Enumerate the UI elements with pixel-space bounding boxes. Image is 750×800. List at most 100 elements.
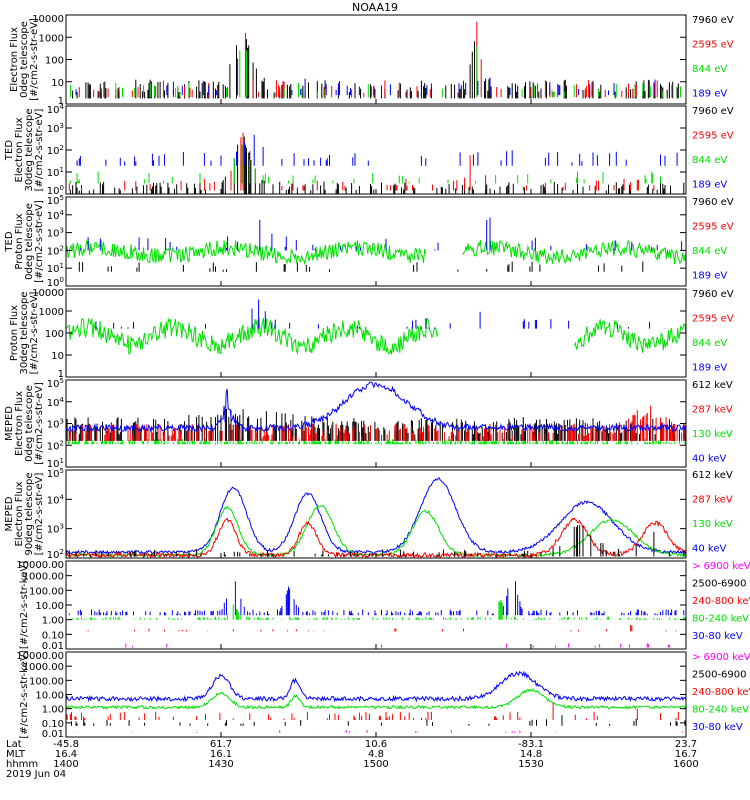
panel-3-ytick-label: 105 bbox=[47, 194, 64, 207]
panel-5-legend-entry: 287 keV bbox=[692, 405, 733, 416]
panel-7-legend-entry: > 6900 keV bbox=[692, 561, 750, 572]
panel-2-trace-3 bbox=[69, 144, 661, 184]
panel-1-legend-entry: 189 eV bbox=[692, 89, 727, 100]
panel-7-ytick-label: 0.10 bbox=[42, 630, 64, 641]
footer-row-label: Lat bbox=[6, 739, 22, 750]
panel-3-ylabel: Proton Flux bbox=[14, 213, 25, 269]
panel-4-legend-entry: 844 eV bbox=[692, 338, 727, 349]
panel-3-trace-2 bbox=[79, 217, 683, 251]
panel-6-ylabel: 90deg telescope bbox=[24, 472, 35, 555]
panel-8-ytick-label: 0.10 bbox=[42, 719, 64, 730]
panel-4-ytick-label: 1 bbox=[58, 369, 64, 380]
panel-5-traces bbox=[65, 381, 687, 445]
panel-5-ytick-label: 102 bbox=[47, 439, 64, 452]
panel-6-legend-entry: 40 keV bbox=[692, 544, 726, 555]
panel-8-ytick-label: 10.00 bbox=[35, 691, 64, 702]
panel-2-legend-entry: 7960 eV bbox=[692, 106, 734, 117]
panel-6-trace-2 bbox=[65, 504, 687, 558]
panel-6-traces bbox=[65, 476, 687, 559]
panel-4-ylabel: [#/cm2-s-str-eV] bbox=[29, 292, 40, 375]
footer-value: 16.4 bbox=[55, 749, 77, 760]
panel-3-frame bbox=[65, 196, 687, 287]
panel-8-trace-1 bbox=[65, 670, 687, 703]
panel-7-ytick-label: 100.00 bbox=[29, 586, 64, 597]
panel-1-ytick-label: 1 bbox=[58, 96, 64, 107]
panel-4-ylabel: Proton Flux bbox=[9, 305, 20, 361]
panel-8-trace-4 bbox=[71, 715, 686, 726]
panel-7-trace-2 bbox=[68, 581, 685, 616]
panel-8-ytick-label: 0.01 bbox=[42, 729, 64, 740]
panel-4-ylabel: 30deg telescope bbox=[19, 291, 30, 374]
panel-2-legend-entry: 2595 eV bbox=[692, 131, 734, 142]
panel-6-legend-entry: 130 keV bbox=[692, 519, 733, 530]
panel-6-frame bbox=[65, 469, 687, 559]
panel-5-ylabel: 0deg telescope bbox=[24, 385, 35, 462]
panel-6-legend-entry: 612 keV bbox=[692, 470, 733, 481]
panel-5-trace-3 bbox=[65, 405, 686, 441]
panel-7-frame bbox=[65, 560, 687, 650]
panel-8-legend-entry: 2500-6900 bbox=[692, 670, 747, 681]
panel-2-legend-entry: 844 eV bbox=[692, 155, 727, 166]
panel-2-legend-entry: 189 eV bbox=[692, 180, 727, 191]
footer-value: 61.7 bbox=[210, 739, 232, 750]
panel-2-ytick-label: 104 bbox=[47, 103, 65, 116]
panel-1-ylabel: Electron Flux bbox=[9, 27, 20, 92]
panel-3-ylabel: 0deg telescope bbox=[24, 203, 35, 280]
footer-value: 16.7 bbox=[675, 749, 697, 760]
panel-3-ytick-label: 102 bbox=[47, 244, 64, 257]
panel-3-trace-3 bbox=[78, 261, 644, 272]
footer-date: 2019 Jun 04 bbox=[6, 769, 66, 780]
panel-8-ytick-label: 1000.00 bbox=[23, 662, 64, 673]
panel-4-legend-entry: 189 eV bbox=[692, 363, 727, 374]
panel-3-legend-entry: 189 eV bbox=[692, 271, 727, 282]
panel-5-ylabel: Electron Flux bbox=[14, 391, 25, 456]
panel-6-ylabel: [#/cm2-s-str-eV] bbox=[34, 473, 45, 556]
panel-8-legend-entry: 30-80 keV bbox=[692, 722, 743, 733]
panel-6-ytick-label: 103 bbox=[47, 523, 64, 536]
footer-value: 1400 bbox=[53, 759, 78, 770]
panel-6-legend-entry: 287 keV bbox=[692, 495, 733, 506]
panel-3-legend-entry: 7960 eV bbox=[692, 197, 734, 208]
panel-2-ytick-label: 101 bbox=[47, 166, 64, 179]
panel-1-traces bbox=[65, 21, 681, 99]
panel-3-ytick-label: 101 bbox=[47, 262, 64, 275]
panel-4-legend-entry: 7960 eV bbox=[692, 289, 734, 300]
panel-6-trace-4 bbox=[68, 525, 685, 557]
panel-2-ytick-label: 102 bbox=[47, 144, 64, 157]
panel-7-trace-1 bbox=[72, 600, 686, 620]
panel-6-ytick-label: 104 bbox=[47, 493, 65, 506]
panel-6-ytick-label: 105 bbox=[47, 467, 64, 480]
panel-7-ytick-label: 10000.00 bbox=[16, 560, 64, 571]
panel-2-ylabel: Electron Flux bbox=[14, 117, 25, 182]
footer-value: -45.8 bbox=[53, 739, 79, 750]
panel-2-trace-2 bbox=[68, 132, 655, 191]
panel-8-legend-entry: 240-800 keV bbox=[692, 687, 750, 698]
panel-7: 0.010.10 1.00 10.00 100.00 1000.0010000.00[#… bbox=[16, 560, 750, 652]
panel-1-trace-3 bbox=[69, 46, 681, 98]
panel-7-ytick-label: 1.00 bbox=[42, 616, 64, 627]
panel-2-traces bbox=[68, 132, 685, 194]
chart-title: NOAA19 bbox=[352, 1, 398, 14]
panel-3-legend-entry: 844 eV bbox=[692, 246, 727, 257]
panel-7-legend-entry: 240-800 keV bbox=[692, 596, 750, 607]
panel-4-traces bbox=[65, 299, 687, 355]
panel-4-trace-2 bbox=[95, 299, 666, 329]
panel-1-legend-entry: 844 eV bbox=[692, 64, 727, 75]
panel-4-ytick-label: 10 bbox=[51, 351, 64, 362]
footer-row-label: MLT bbox=[6, 749, 26, 760]
panel-5-ylabel: MEPED bbox=[4, 406, 15, 441]
panel-6-trace-1 bbox=[65, 476, 687, 555]
footer-value: 1530 bbox=[518, 759, 543, 770]
panel-4-trace-1 bbox=[65, 317, 687, 355]
panel-5-legend-entry: 130 keV bbox=[692, 429, 733, 440]
panel-8-ytick-label: 100.00 bbox=[29, 676, 64, 687]
footer-value: 1500 bbox=[363, 759, 388, 770]
panel-7-ytick-label: 0.01 bbox=[42, 641, 64, 652]
panel-5-ytick-label: 104 bbox=[47, 396, 65, 409]
panel-3-ylabel: TED bbox=[4, 231, 15, 252]
panel-7-traces bbox=[68, 581, 686, 648]
